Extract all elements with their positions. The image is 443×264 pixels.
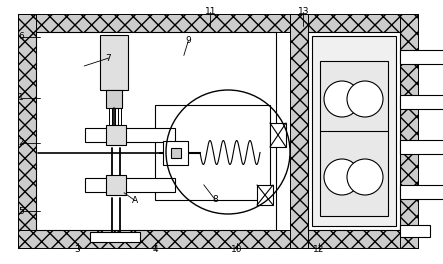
Text: 4: 4 <box>152 245 158 254</box>
Bar <box>106 125 126 145</box>
Bar <box>257 185 273 205</box>
Bar <box>290 230 418 248</box>
Text: 13: 13 <box>298 7 309 16</box>
Circle shape <box>347 81 383 117</box>
Bar <box>171 148 181 158</box>
Bar <box>36 32 276 230</box>
Circle shape <box>324 159 360 195</box>
Text: A: A <box>132 196 138 205</box>
Text: 10: 10 <box>231 245 243 254</box>
Bar <box>400 95 443 109</box>
Bar <box>400 185 443 199</box>
Bar <box>163 140 188 164</box>
Text: 3: 3 <box>75 245 80 254</box>
Bar <box>400 140 443 154</box>
Bar <box>308 32 400 230</box>
Bar <box>155 105 270 200</box>
Text: 7: 7 <box>106 54 111 63</box>
Text: 9: 9 <box>186 36 191 45</box>
Circle shape <box>324 81 360 117</box>
Bar <box>270 123 286 147</box>
Text: 8: 8 <box>212 195 218 204</box>
Bar <box>90 232 140 242</box>
Text: 2: 2 <box>19 138 24 147</box>
Bar <box>400 14 418 248</box>
Bar <box>290 14 308 248</box>
Bar <box>100 35 128 90</box>
Bar <box>400 50 443 64</box>
Bar <box>85 128 175 142</box>
Text: 5: 5 <box>19 207 24 216</box>
Bar <box>290 14 418 32</box>
Bar <box>18 230 290 248</box>
Text: 1: 1 <box>19 93 24 102</box>
Text: 11: 11 <box>205 7 216 16</box>
Text: 6: 6 <box>19 32 24 41</box>
Bar <box>312 36 396 226</box>
Bar <box>85 178 175 192</box>
Bar <box>18 14 290 32</box>
Bar <box>106 90 122 108</box>
Bar <box>400 225 430 237</box>
Circle shape <box>347 159 383 195</box>
Bar <box>106 175 126 195</box>
Text: 12: 12 <box>313 245 325 254</box>
Bar <box>18 14 36 248</box>
Bar <box>320 61 388 216</box>
